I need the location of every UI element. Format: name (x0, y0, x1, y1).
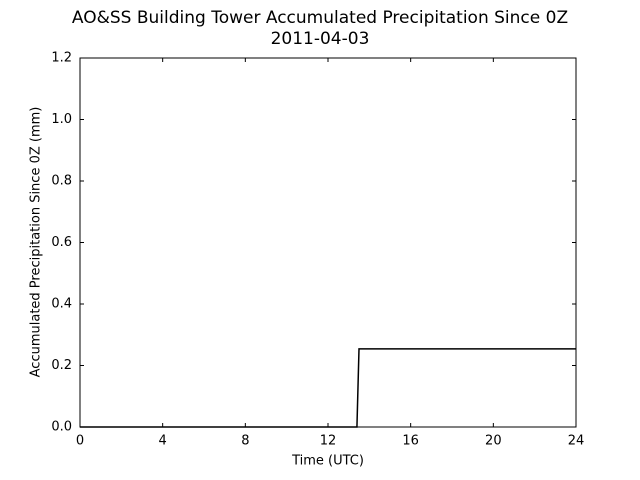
y-tick-label: 0.4 (51, 297, 72, 312)
x-tick-label: 12 (320, 434, 337, 449)
y-tick-label: 0.8 (51, 174, 72, 189)
x-axis-label: Time (UTC) (291, 454, 364, 469)
y-tick-label: 0.6 (51, 235, 72, 250)
y-tick-label: 1.2 (51, 51, 72, 66)
x-tick-label: 0 (76, 434, 84, 449)
x-tick-label: 20 (485, 434, 502, 449)
chart-title: AO&SS Building Tower Accumulated Precipi… (72, 8, 568, 28)
x-tick-label: 4 (159, 434, 167, 449)
y-axis-label: Accumulated Precipitation Since 0Z (mm) (29, 107, 44, 378)
data-line (80, 348, 576, 428)
chart-subtitle: 2011-04-03 (271, 29, 370, 49)
y-tick-label: 0.2 (51, 358, 72, 373)
plot-frame (79, 57, 577, 428)
y-tick-label: 0.0 (51, 420, 72, 435)
x-tick-label: 24 (568, 434, 585, 449)
x-tick-label: 16 (402, 434, 419, 449)
x-tick-label: 8 (241, 434, 249, 449)
y-tick-label: 1.0 (51, 112, 72, 127)
